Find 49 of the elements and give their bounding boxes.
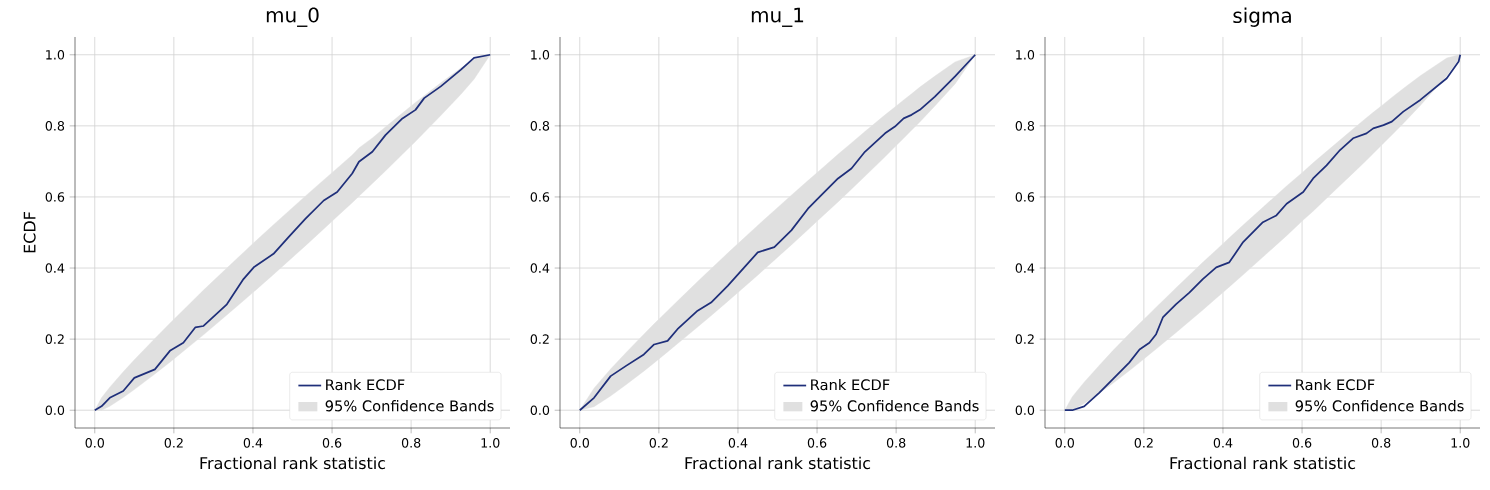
y-tick-label: 0.6 (45, 192, 65, 202)
y-tick-label: 0.2 (530, 334, 549, 344)
y-tick-label: 0.2 (45, 334, 64, 344)
y-tick-label: 0.4 (45, 263, 65, 273)
y-tick-label: 0.8 (45, 121, 65, 131)
x-tick-label: 0.4 (243, 438, 263, 448)
x-axis-title: Fractional rank statistic (685, 456, 871, 470)
y-tick-label: 0.6 (1015, 192, 1035, 202)
legend-label: Rank ECDF (811, 378, 890, 391)
x-tick-label: 0.6 (1292, 438, 1312, 448)
x-tick-label: 0.4 (728, 438, 748, 448)
x-tick-label: 0.0 (85, 438, 104, 448)
y-tick-label: 1.0 (46, 49, 65, 60)
y-tick-label: 0.2 (1015, 334, 1034, 344)
x-tick-label: 0.2 (649, 438, 668, 448)
x-tick-label: 1.0 (966, 438, 985, 448)
x-axis-title: Fractional rank statistic (1170, 456, 1356, 470)
x-tick-label: 0.0 (570, 438, 589, 448)
y-tick-label: 0.8 (530, 121, 550, 131)
x-axis-title: Fractional rank statistic (200, 456, 386, 470)
legend-label: Rank ECDF (326, 378, 405, 391)
x-tick-label: 0.8 (1371, 438, 1391, 448)
y-tick-label: 0.8 (1015, 121, 1035, 131)
y-tick-label: 0.4 (530, 263, 550, 273)
annotation: 95% Confidence Bands (1295, 400, 1464, 412)
annotation: 95% Confidence Bands (325, 400, 494, 412)
x-tick-label: 0.6 (322, 438, 342, 448)
x-tick-label: 0.0 (1055, 438, 1075, 448)
y-tick-label: 0.0 (45, 405, 65, 416)
chart-title: sigma (1233, 7, 1291, 27)
x-tick-label: 0.8 (886, 438, 906, 448)
x-tick-label: 1.0 (481, 438, 500, 448)
y-tick-label: 1.0 (531, 49, 550, 60)
chart-title: mu_0 (266, 7, 319, 27)
y-tick-label: 0.4 (1015, 263, 1035, 273)
y-tick-label: 0.0 (530, 405, 550, 416)
y-tick-label: 0.6 (530, 192, 550, 202)
x-tick-label: 0.8 (401, 438, 421, 448)
legend-label: Rank ECDF (1296, 378, 1375, 391)
x-tick-label: 0.2 (164, 438, 183, 448)
annotation: 95% Confidence Bands (810, 400, 979, 412)
chart-title: mu_1 (751, 7, 804, 27)
y-tick-label: 1.0 (1016, 49, 1035, 60)
x-tick-label: 0.4 (1213, 438, 1233, 448)
y-tick-label: 0.0 (1015, 405, 1035, 416)
x-tick-label: 0.6 (807, 438, 827, 448)
x-tick-label: 1.0 (1451, 438, 1470, 448)
x-tick-label: 0.2 (1134, 438, 1153, 448)
y-axis-title: ECDF (23, 212, 36, 253)
